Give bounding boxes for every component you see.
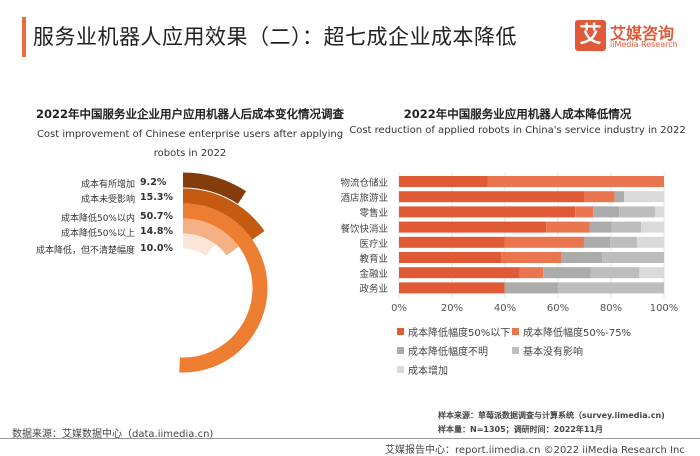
x-tick-label: 80% [599, 303, 623, 314]
bar-segment [561, 252, 603, 263]
category-label: 餐饮快消业 [340, 223, 388, 235]
category-label: 金融业 [359, 269, 388, 281]
radial-arc-4 [182, 233, 216, 257]
bar-segment [593, 206, 620, 218]
legend-label: 成本降低幅度50%-75% [523, 328, 632, 339]
bar-segment [546, 221, 590, 233]
radial-value: 10.0% [140, 243, 173, 254]
bar-segment [399, 206, 576, 218]
bar-segment [584, 191, 615, 203]
legend-item: 基本没有影响 [512, 343, 583, 358]
category-label: 物流仓储业 [340, 178, 388, 189]
legend-swatch [512, 328, 519, 335]
category-label: 医疗业 [359, 238, 388, 250]
bar-segment [610, 236, 637, 248]
legend-swatch [397, 328, 404, 335]
bar-segment [504, 282, 559, 294]
legend-item: 成本增加 [397, 362, 448, 377]
data-source: 数据来源：艾媒数据中心（data.iimedia.cn) [12, 429, 214, 440]
radial-arc-1 [182, 188, 265, 240]
sample-size: 样本量：N=1305；调研时间：2022年11月 [438, 425, 604, 434]
bar-segment [399, 267, 520, 279]
bar-segment [575, 206, 594, 218]
radial-label: 成本降低，但不清楚幅度 [35, 246, 135, 256]
bar-segment [636, 236, 664, 248]
bar-segment [543, 267, 591, 279]
bar-segment [501, 252, 562, 263]
legend-item: 成本降低幅度不明 [397, 343, 488, 358]
radial-label: 成本降低50%以上 [60, 229, 135, 239]
right-chart-title: 2022年中国服务业应用机器人成本降低情况 [403, 107, 632, 121]
legend-swatch [397, 347, 404, 354]
bar-segment [602, 252, 664, 263]
page-title: 服务业机器人应用效果（二）：超七成企业成本降低 [33, 25, 517, 49]
x-tick-label: 60% [546, 303, 570, 314]
logo-mark: 艾 [575, 20, 606, 51]
legend-item: 成本降低幅度50%以下 [397, 324, 510, 339]
x-tick-label: 100% [649, 303, 679, 314]
radial-label: 成本降低50%以内 [60, 214, 135, 224]
bar-segment [399, 176, 488, 187]
x-tick-label: 20% [440, 303, 464, 314]
title-accent-bar [22, 17, 26, 57]
bar-segment [558, 282, 664, 294]
bar-segment [519, 267, 544, 279]
left-chart-title: 2022年中国服务业企业用户应用机器人后成本变化情况调查 [35, 107, 344, 121]
x-tick-label: 0% [391, 303, 407, 314]
logo-name-cn: 艾媒咨询 [610, 24, 675, 43]
category-label: 零售业 [359, 208, 388, 220]
legend-item: 成本降低幅度50%-75% [512, 324, 631, 339]
legend-label: 成本增加 [408, 366, 448, 377]
category-label: 酒店旅游业 [340, 193, 388, 205]
bar-segment [619, 206, 655, 218]
bar-segment [399, 191, 585, 203]
bar-segment [611, 221, 642, 233]
radial-value: 9.2% [140, 177, 167, 188]
radial-arc-3 [182, 218, 239, 256]
bar-segment [583, 236, 611, 248]
bar-segment [399, 252, 502, 263]
bar-segment [590, 267, 640, 279]
radial-label: 成本有所增加 [80, 180, 135, 190]
radial-value: 50.7% [140, 211, 173, 222]
bar-segment [399, 282, 505, 294]
radial-label: 成本未受影响 [80, 195, 135, 205]
footer-divider [0, 438, 700, 439]
sample-source: 样本来源：草莓派数据调查与计算系统（survey.iimedia.cn) [438, 411, 665, 420]
legend-label: 成本降低幅度不明 [408, 347, 488, 358]
bar-segment [399, 236, 505, 248]
right-chart-subtitle: Cost reduction of applied robots in Chin… [349, 125, 686, 136]
footer-text: 艾媒报告中心：report.iimedia.cn ©2022 iiMedia R… [385, 445, 685, 456]
left-chart-subtitle: Cost improvement of Chinese enterprise u… [36, 129, 344, 159]
bar-segment [639, 267, 664, 279]
bar-segment [623, 191, 664, 203]
radial-value: 14.8% [140, 226, 173, 237]
stacked-bar-chart [398, 172, 665, 298]
bar-segment [641, 221, 664, 233]
logo-name-en: iiMedia Research [610, 40, 678, 49]
bar-segment [614, 191, 624, 203]
radial-arc-0 [182, 172, 247, 204]
bar-segment [654, 206, 664, 218]
legend-label: 基本没有影响 [523, 347, 583, 358]
legend-swatch [397, 366, 404, 373]
radial-arc-2 [179, 203, 268, 373]
bar-segment [487, 176, 664, 187]
bar-segment [504, 236, 584, 248]
x-tick-label: 40% [493, 303, 517, 314]
radial-bar-chart [179, 172, 268, 373]
legend-swatch [512, 347, 519, 354]
category-label: 教育业 [359, 254, 388, 265]
bar-segment [589, 221, 612, 233]
bar-segment [399, 221, 547, 233]
legend-label: 成本降低幅度50%以下 [408, 328, 511, 339]
radial-value: 15.3% [140, 192, 173, 203]
category-label: 政务业 [359, 284, 388, 296]
